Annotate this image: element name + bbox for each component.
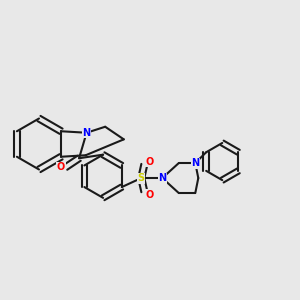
- Text: N: N: [191, 158, 200, 168]
- Text: N: N: [158, 173, 166, 183]
- Text: O: O: [146, 157, 154, 166]
- Text: O: O: [57, 162, 65, 172]
- Text: S: S: [138, 173, 145, 183]
- Text: O: O: [146, 190, 154, 200]
- Text: N: N: [82, 128, 91, 138]
